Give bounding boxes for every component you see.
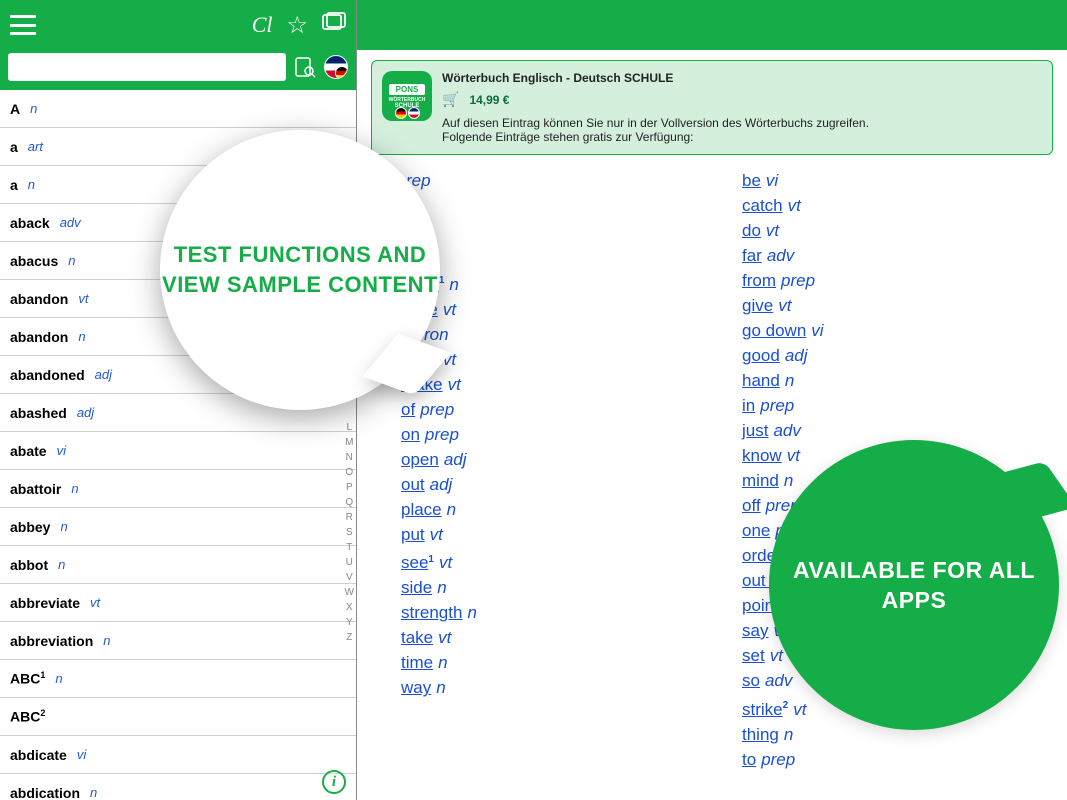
promo-icon-brand: PONS (389, 84, 425, 95)
sample-item[interactable]: outadj (401, 473, 702, 496)
word-row[interactable]: abbeyn (0, 508, 356, 546)
sample-item[interactable]: openadj (401, 448, 702, 471)
alpha-letter[interactable]: Z (345, 630, 354, 645)
word-row[interactable]: ABC2 (0, 698, 356, 736)
alpha-index[interactable]: LMNOPQRSTUVWXYZ (345, 420, 354, 645)
search-detail-icon[interactable] (292, 54, 318, 80)
promo-title: Wörterbuch Englisch - Deutsch SCHULE (442, 71, 1042, 85)
promo-text: Wörterbuch Englisch - Deutsch SCHULE 🛒 1… (442, 71, 1042, 144)
sample-item[interactable]: catchvt (742, 194, 1043, 217)
promo-price: 14,99 € (469, 93, 509, 107)
sample-item[interactable]: onprep (401, 423, 702, 446)
callout-white-text: TEST FUNCTIONS AND VIEW SAMPLE CONTENT (160, 240, 440, 300)
sample-item[interactable]: goodadj (742, 344, 1043, 367)
sample-item[interactable]: takevt (401, 626, 702, 649)
sample-item[interactable]: wayn (401, 676, 702, 699)
alpha-letter[interactable]: P (345, 480, 354, 495)
alpha-letter[interactable]: S (345, 525, 354, 540)
sample-item[interactable]: dovt (742, 219, 1043, 242)
cart-icon: 🛒 (442, 91, 459, 108)
alpha-letter[interactable]: W (345, 585, 354, 600)
sample-item[interactable]: rep (401, 169, 702, 192)
alpha-letter[interactable]: U (345, 555, 354, 570)
word-row[interactable]: abbreviationn (0, 622, 356, 660)
alpha-letter[interactable]: Q (345, 495, 354, 510)
alpha-letter[interactable]: O (345, 465, 354, 480)
word-row[interactable]: ABC1n (0, 660, 356, 698)
sample-item[interactable]: n (401, 194, 702, 217)
promo-desc1: Auf diesen Eintrag können Sie nur in der… (442, 116, 1042, 130)
sidebar-topbar: Cl ☆ (0, 0, 356, 50)
info-icon[interactable]: i (322, 770, 346, 794)
sample-item[interactable]: ofprep (401, 398, 702, 421)
search-input[interactable] (8, 53, 286, 81)
sample-item[interactable]: inprep (742, 394, 1043, 417)
alpha-letter[interactable]: V (345, 570, 354, 585)
promo-icon-flags (395, 107, 420, 119)
sample-item[interactable]: givevt (742, 294, 1043, 317)
word-row[interactable]: abdicationn (0, 774, 356, 800)
callout-test-functions: TEST FUNCTIONS AND VIEW SAMPLE CONTENT (160, 130, 440, 410)
favorites-icon[interactable]: ☆ (286, 11, 308, 40)
sample-item[interactable]: go downvi (742, 319, 1043, 342)
sample-item[interactable]: makevt (401, 373, 702, 396)
language-switch[interactable] (324, 55, 348, 79)
sample-item[interactable]: justadv (742, 419, 1043, 442)
alpha-letter[interactable]: T (345, 540, 354, 555)
sample-item[interactable]: timen (401, 651, 702, 674)
search-row (0, 50, 356, 90)
sample-item[interactable]: siden (401, 576, 702, 599)
promo-price-row[interactable]: 🛒 14,99 € (442, 91, 1042, 108)
handwriting-icon[interactable]: Cl (252, 12, 273, 38)
alpha-letter[interactable]: X (345, 600, 354, 615)
promo-desc2: Folgende Einträge stehen gratis zur Verf… (442, 130, 1042, 144)
alpha-letter[interactable]: M (345, 435, 354, 450)
sample-item[interactable]: nvi (401, 244, 702, 267)
promo-box: PONS WÖRTERBUCH SCHULE Wörterbuch Englis… (371, 60, 1053, 155)
callout-available-all: AVAILABLE FOR ALL APPS (769, 440, 1059, 730)
topbar-icons: Cl ☆ (252, 11, 346, 40)
alpha-letter[interactable]: N (345, 450, 354, 465)
word-row[interactable]: An (0, 90, 356, 128)
sample-item[interactable]: itpron (401, 323, 702, 346)
word-row[interactable]: abdicatevi (0, 736, 356, 774)
sample-item[interactable]: ound1n (401, 269, 702, 296)
alpha-letter[interactable]: L (345, 420, 354, 435)
callout-green-text: AVAILABLE FOR ALL APPS (769, 555, 1059, 615)
main-topbar (357, 0, 1067, 50)
sample-item[interactable]: fromprep (742, 269, 1043, 292)
sample-item[interactable]: see1vt (401, 548, 702, 575)
cards-icon[interactable] (322, 12, 346, 38)
sample-item[interactable]: putvt (401, 523, 702, 546)
sample-item[interactable]: bevi (742, 169, 1043, 192)
alpha-letter[interactable]: R (345, 510, 354, 525)
sample-item[interactable]: strengthn (401, 601, 702, 624)
word-row[interactable]: abatevi (0, 432, 356, 470)
menu-icon[interactable] (10, 15, 36, 35)
alpha-letter[interactable]: Y (345, 615, 354, 630)
sample-item[interactable]: toprep (742, 748, 1043, 771)
sample-item[interactable]: handn (742, 369, 1043, 392)
sample-item[interactable]: placen (401, 498, 702, 521)
word-row[interactable]: abattoirn (0, 470, 356, 508)
promo-app-icon: PONS WÖRTERBUCH SCHULE (382, 71, 432, 121)
sample-item[interactable]: faradv (742, 244, 1043, 267)
sample-item[interactable]: navevt (401, 298, 702, 321)
word-row[interactable]: abbotn (0, 546, 356, 584)
sample-item[interactable]: vi (401, 219, 702, 242)
word-row[interactable]: abbreviatevt (0, 584, 356, 622)
